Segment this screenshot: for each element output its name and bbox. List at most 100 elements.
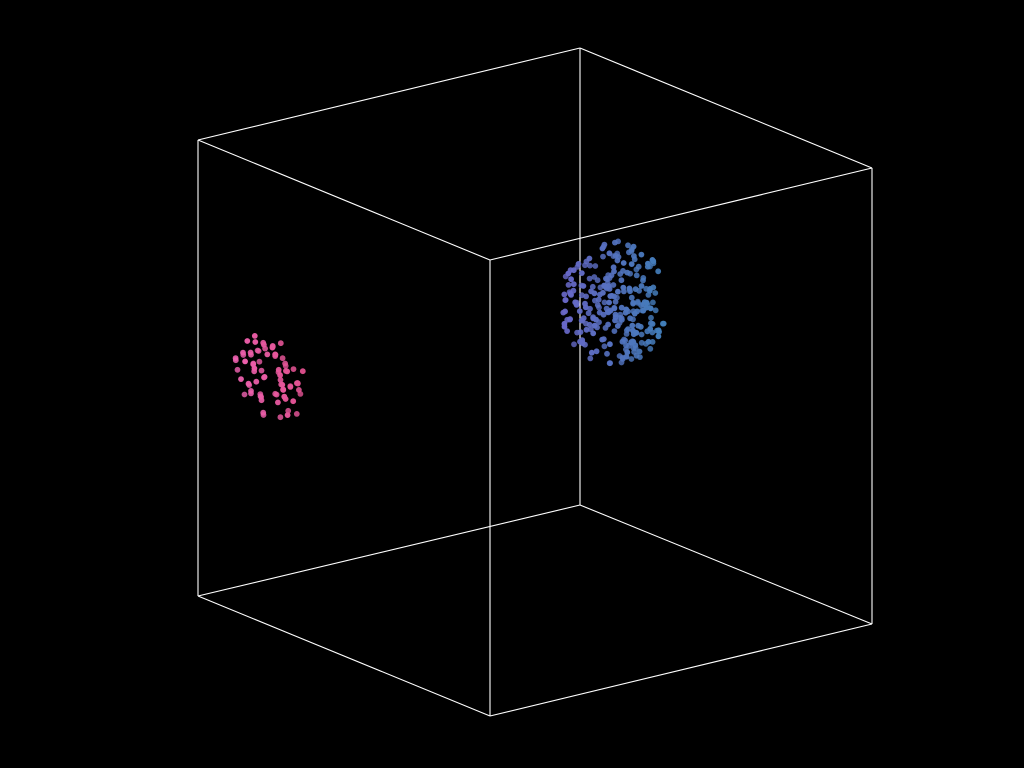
cluster-blue-point — [617, 311, 624, 318]
cluster-blue-point — [632, 342, 639, 349]
cluster-blue-point — [571, 341, 577, 348]
cluster-blue-point — [570, 281, 577, 288]
box-edge — [489, 623, 873, 717]
cluster-pink-point — [285, 407, 292, 414]
cluster-blue-point — [568, 276, 574, 283]
cluster-blue-point — [631, 310, 638, 317]
cluster-blue-point — [578, 270, 585, 276]
cluster-blue-point — [650, 260, 657, 267]
bounding-box — [197, 47, 873, 717]
cluster-blue-point — [591, 290, 598, 297]
cluster-blue-point — [612, 317, 618, 324]
cluster-blue-point — [615, 288, 621, 295]
cluster-pink-point — [258, 367, 265, 374]
cluster-blue-point — [596, 309, 603, 316]
box-edge — [579, 47, 873, 169]
cluster-blue-point — [565, 282, 572, 288]
cluster-blue-point — [595, 296, 602, 303]
cluster-blue-point — [578, 282, 585, 289]
cluster-blue-point — [628, 261, 635, 267]
cluster-blue-point — [594, 277, 601, 284]
cluster-pink-point — [264, 351, 271, 358]
cluster-blue-point — [618, 304, 625, 311]
cluster-blue-point — [599, 336, 606, 343]
cluster-blue-point — [618, 277, 625, 284]
cluster-blue-point — [597, 284, 604, 291]
box-edge — [197, 139, 491, 261]
cluster-blue-point — [583, 326, 590, 333]
cluster-blue-point — [590, 330, 597, 337]
cluster-blue-point — [564, 328, 570, 334]
cluster-blue-point — [623, 353, 630, 360]
cluster-blue-point — [612, 311, 619, 318]
cluster-blue-point — [627, 270, 633, 277]
cluster-blue-point — [655, 333, 662, 340]
cluster-pink-point — [272, 352, 279, 358]
cluster-pink-point — [258, 394, 264, 400]
cluster-pink-point — [248, 351, 254, 358]
cluster-blue-point — [605, 321, 611, 328]
cluster-blue-point — [600, 253, 606, 260]
cluster-pink-point — [284, 412, 291, 418]
cluster-blue-point — [631, 256, 638, 263]
cluster-blue-point — [577, 329, 584, 335]
cluster-blue-point — [579, 337, 586, 344]
cluster-blue-point — [630, 300, 636, 307]
cluster-blue-point — [589, 283, 596, 290]
cluster-blue-point — [633, 272, 640, 279]
cluster-blue-point — [618, 359, 625, 366]
cluster-blue-point — [583, 258, 590, 265]
cluster-pink-point — [253, 378, 260, 385]
cluster-blue-point — [648, 314, 654, 321]
cluster-blue-point — [575, 261, 582, 267]
cluster-blue-point — [645, 260, 651, 267]
cluster-pink-point — [251, 333, 258, 339]
cluster-pink-point — [260, 339, 267, 346]
cluster-blue-point — [600, 289, 606, 296]
cluster-blue-point — [593, 348, 600, 355]
box-edge — [197, 504, 581, 597]
cluster-pink-point — [284, 368, 291, 375]
cluster-blue-point — [647, 345, 654, 352]
cluster-blue-point — [587, 305, 593, 312]
cluster-pink-point — [244, 338, 251, 344]
cluster-blue-point — [652, 307, 659, 314]
cluster-blue-point — [607, 341, 613, 348]
cluster-blue-point — [604, 285, 610, 292]
cluster-blue-point — [633, 329, 640, 336]
cluster-blue-point — [626, 342, 632, 349]
cluster-blue-point — [587, 355, 594, 362]
cluster-blue-point — [652, 290, 659, 296]
cluster-blue-point — [620, 284, 627, 291]
cluster-blue-point — [610, 264, 617, 271]
cluster-pink-point — [299, 368, 306, 375]
cluster-blue-point — [601, 343, 608, 350]
cluster-blue-point — [572, 299, 579, 306]
cluster-blue-point — [596, 319, 602, 326]
cluster-blue-point — [561, 320, 568, 327]
cluster-blue-point — [576, 308, 583, 315]
cluster-pink-point — [254, 347, 261, 354]
cluster-pink-point — [241, 391, 248, 398]
cluster-pink-point — [293, 411, 300, 417]
cluster-pink-point — [295, 380, 301, 387]
cluster-blue-point — [625, 326, 631, 332]
cluster-blue-point — [586, 275, 593, 282]
cluster-blue-point — [614, 257, 621, 264]
cluster-pink-point — [234, 366, 241, 373]
cluster-pink-point — [260, 412, 267, 418]
cluster-blue-point — [611, 328, 618, 334]
cluster-blue-point — [649, 329, 656, 336]
cluster-pink-point — [261, 374, 268, 380]
cluster-pink-point — [277, 340, 284, 347]
cluster-blue-point — [586, 321, 593, 328]
cluster-blue-point — [656, 328, 662, 335]
cluster-pink-point — [242, 358, 249, 365]
cluster-blue-point — [627, 315, 633, 322]
cluster-blue-point — [636, 287, 642, 294]
cluster-pink-point — [240, 349, 246, 356]
cluster-blue-point — [628, 246, 635, 253]
cluster-blue-point — [638, 251, 645, 258]
